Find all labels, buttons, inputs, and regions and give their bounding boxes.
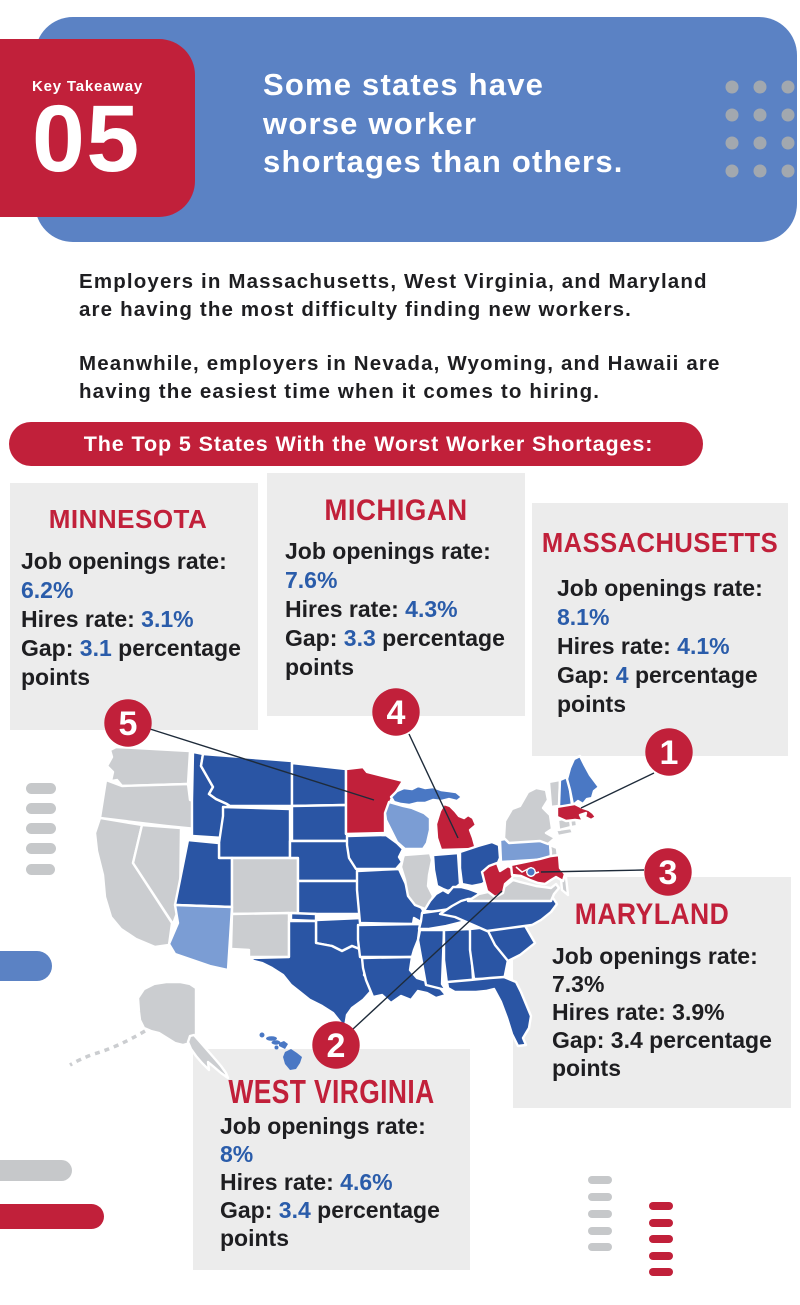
svg-text:3: 3 bbox=[659, 854, 678, 892]
svg-text:1: 1 bbox=[660, 734, 679, 772]
svg-text:2: 2 bbox=[327, 1027, 346, 1065]
svg-text:5: 5 bbox=[119, 705, 138, 743]
svg-text:4: 4 bbox=[387, 694, 406, 732]
